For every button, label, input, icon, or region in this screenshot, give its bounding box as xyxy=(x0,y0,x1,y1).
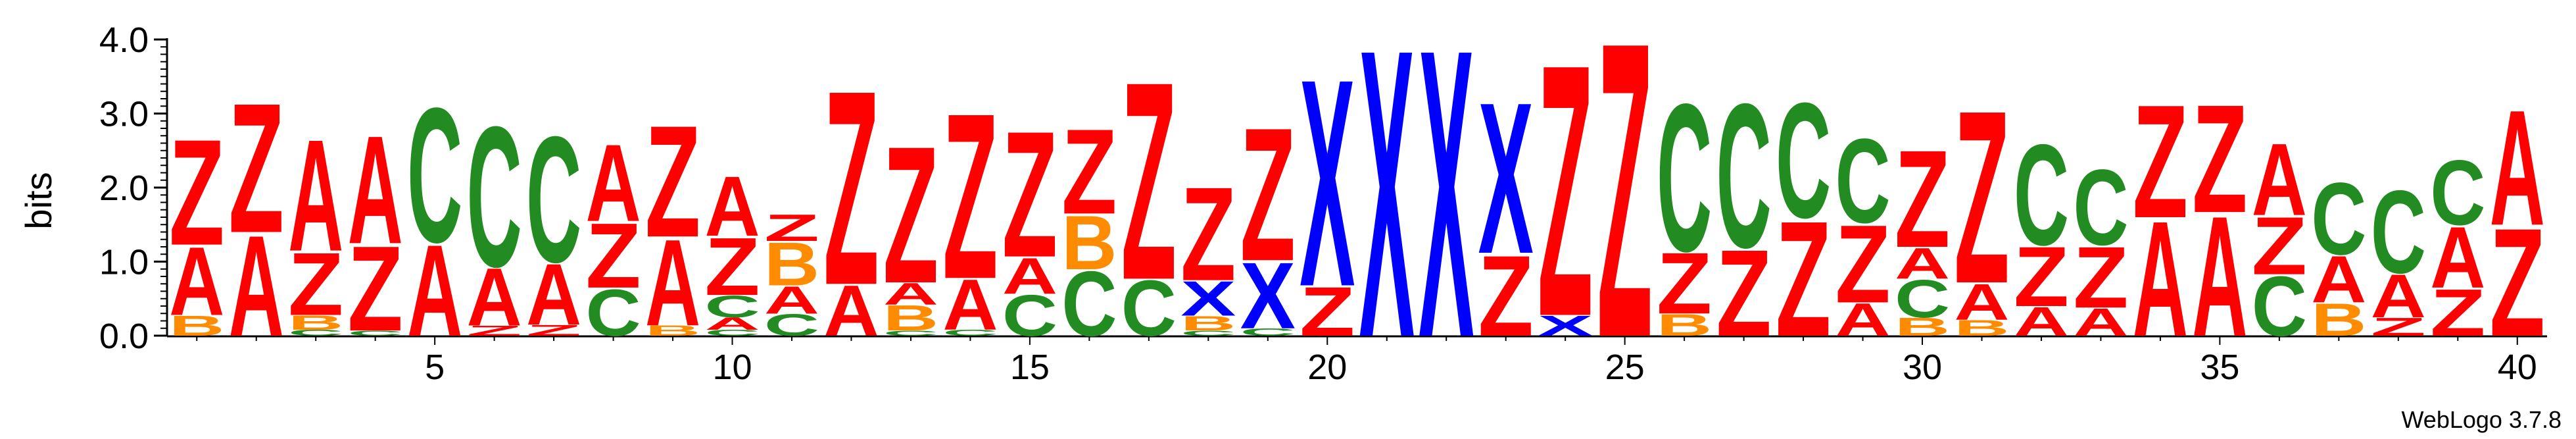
logo-letter-z: Z xyxy=(1002,93,1057,295)
y-tick-label: 1.0 xyxy=(99,243,149,282)
logo-column: CAZ xyxy=(942,64,998,345)
logo-letter-z: Z xyxy=(1597,0,1653,426)
logo-letter-c: C xyxy=(2311,162,2366,277)
logo-column: ZAC xyxy=(2371,167,2426,341)
logo-letter-z: Z xyxy=(823,34,879,344)
logo-column: AZC xyxy=(1835,114,1890,346)
logo-letter-c: C xyxy=(526,99,581,300)
logo-letter-z: Z xyxy=(1895,121,1950,276)
logo-column: AC xyxy=(407,68,462,363)
logo-stacks: BAZAZCBZACZAACZACZACCZABAZCACZACABZAZ CBA… xyxy=(169,0,2545,426)
logo-letter-z: Z xyxy=(883,107,938,324)
logo-letter-c: C xyxy=(2073,147,2128,268)
logo-letter-c: C xyxy=(1657,61,1712,296)
logo-column: ZX xyxy=(1300,18,1355,351)
logo-letter-a: A xyxy=(585,122,641,245)
logo-letter-c: C xyxy=(2371,167,2426,299)
logo-column: BAZ xyxy=(169,109,224,342)
logo-letter-a: A xyxy=(2490,76,2545,260)
logo-column: AZC xyxy=(2014,115,2069,344)
logo-letter-z: Z xyxy=(2133,72,2188,252)
y-tick-label: 4.0 xyxy=(99,20,149,60)
logo-letter-c: C xyxy=(1716,61,1772,291)
logo-letter-z: Z xyxy=(169,109,224,277)
logo-column: CZ xyxy=(1121,22,1177,353)
logo-column: BAZ xyxy=(1954,59,2009,340)
logo-letter-c: C xyxy=(467,84,522,309)
x-tick-label: 10 xyxy=(712,348,752,387)
logo-letter-c: C xyxy=(2014,115,2069,276)
logo-column: ZAC xyxy=(2430,142,2485,350)
logo-letter-z: Z xyxy=(229,65,284,271)
y-axis: 0.0 1.0 2.0 3.0 4.0 xyxy=(99,20,167,356)
logo-column: AZ xyxy=(229,65,284,367)
x-tick-label: 30 xyxy=(1903,348,1942,387)
logo-column: CACZA xyxy=(704,159,760,337)
logo-letter-c: C xyxy=(1776,68,1831,252)
logo-letter-z: Z xyxy=(1538,0,1593,392)
logo-column: CZA xyxy=(2252,122,2307,354)
logo-column: CZA xyxy=(585,122,641,351)
logo-column: ZC xyxy=(1776,68,1831,371)
logo-letter-z: Z xyxy=(942,64,998,328)
logo-letter-z: Z xyxy=(1061,105,1117,240)
logo-column: BZC xyxy=(1657,61,1712,342)
logo-letter-c: C xyxy=(1835,114,1890,248)
logo-column: AZ xyxy=(2133,72,2188,371)
logo-column: ZAC xyxy=(467,84,522,343)
logo-letter-z: Z xyxy=(1954,59,2009,334)
logo-letter-z: Z xyxy=(2192,72,2247,245)
logo-column: CXZ xyxy=(1240,88,1296,349)
y-tick-label: 3.0 xyxy=(99,95,149,134)
logo-letter-c: C xyxy=(2430,142,2485,245)
logo-column: ZX xyxy=(1478,57,1534,361)
logo-letter-z: Z xyxy=(1180,159,1236,309)
logo-column: CBZA xyxy=(288,107,343,338)
logo-letter-a: A xyxy=(704,159,760,254)
logo-letter-c: C xyxy=(407,68,462,283)
logo-letter-x: X xyxy=(1419,0,1474,423)
weblogo-credit: WebLogo 3.7.8 xyxy=(2401,406,2562,433)
logo-column: XZ xyxy=(1538,0,1593,392)
logo-letter-z: Z xyxy=(645,92,700,270)
logo-column: X xyxy=(1419,0,1474,423)
logo-column: Z xyxy=(1597,0,1653,426)
logo-column: CAZ xyxy=(1002,93,1057,348)
x-tick-label: 20 xyxy=(1307,348,1347,387)
logo-column: X xyxy=(1359,0,1415,423)
logo-column: BCAZ xyxy=(1895,121,1950,341)
logo-column: ZA xyxy=(2490,76,2545,369)
logo-letter-a: A xyxy=(288,107,343,285)
logo-column: AZ xyxy=(2192,72,2247,373)
logo-column: AZ xyxy=(823,34,879,351)
x-axis: 5 10 15 20 25 30 35 40 xyxy=(167,336,2547,387)
logo-letter-a: A xyxy=(2252,122,2307,238)
logo-letter-z: Z xyxy=(1240,88,1296,301)
logo-letter-x: X xyxy=(1359,0,1415,423)
logo-column: BAZ xyxy=(645,92,700,352)
y-axis-label: bits xyxy=(18,172,59,229)
y-tick-label: 0.0 xyxy=(99,317,149,356)
logo-letter-z: Z xyxy=(1121,22,1177,339)
logo-column: AZC xyxy=(2073,147,2128,344)
x-tick-label: 15 xyxy=(1010,348,1050,387)
logo-column: ZC xyxy=(1716,61,1772,362)
logo-column: ZAC xyxy=(526,99,581,344)
logo-letter-x: X xyxy=(1300,18,1355,349)
y-tick-label: 2.0 xyxy=(99,168,149,208)
logo-column: CBZ xyxy=(1061,105,1117,356)
logo-letter-z: Z xyxy=(764,207,819,249)
logo-column: BAC xyxy=(2311,162,2366,346)
logo-letter-a: A xyxy=(348,104,403,276)
logo-column: CZA xyxy=(348,104,403,357)
logo-letter-x: X xyxy=(1478,57,1534,299)
